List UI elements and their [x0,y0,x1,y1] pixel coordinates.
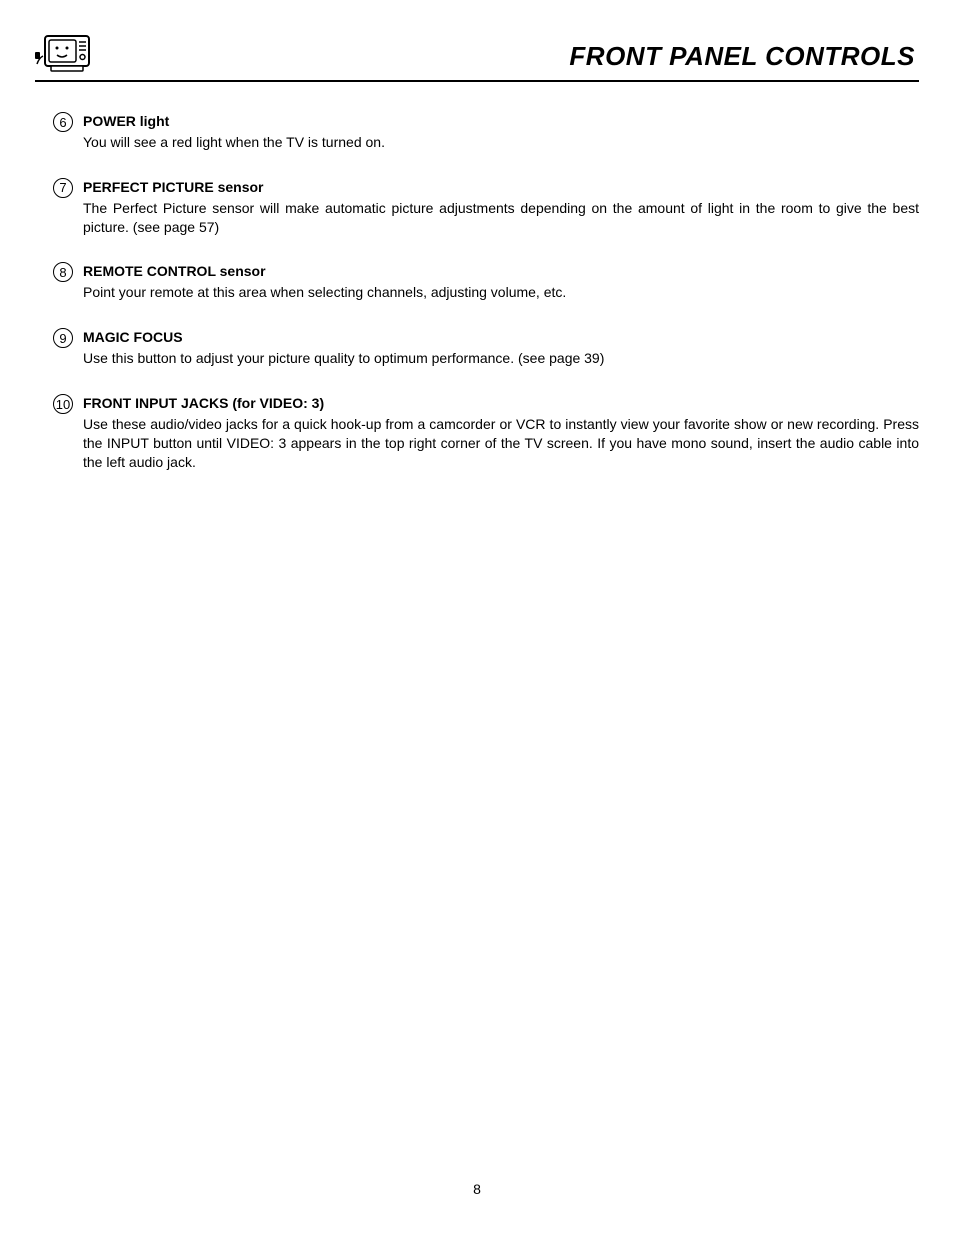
section-heading: POWER light [83,112,919,131]
section-heading: PERFECT PICTURE sensor [83,178,919,197]
page-title: FRONT PANEL CONTROLS [569,41,915,72]
title-underline [35,80,919,82]
section: 9 MAGIC FOCUS Use this button to adjust yo… [35,328,919,368]
section: 8 REMOTE CONTROL sensor Point your remote … [35,262,919,302]
section-body: PERFECT PICTURE sensor The Perfect Pictur… [83,178,919,237]
section-text: The Perfect Picture sensor will make aut… [83,199,919,237]
page-number: 8 [0,1181,954,1197]
section-heading: MAGIC FOCUS [83,328,919,347]
section-body: MAGIC FOCUS Use this button to adjust you… [83,328,919,368]
section-body: POWER light You will see a red light when… [83,112,919,152]
circled-number-icon: 7 [53,178,73,198]
circled-number-icon: 8 [53,262,73,282]
circled-number-icon: 6 [53,112,73,132]
section-body: REMOTE CONTROL sensor Point your remote a… [83,262,919,302]
section-text: Use this button to adjust your picture q… [83,349,919,368]
circled-number-icon: 10 [53,394,73,414]
section-body: FRONT INPUT JACKS (for VIDEO: 3) Use thes… [83,394,919,472]
section-text: Use these audio/video jacks for a quick … [83,415,919,472]
tv-logo-icon [35,30,91,74]
section-heading: REMOTE CONTROL sensor [83,262,919,281]
section-text: You will see a red light when the TV is … [83,133,919,152]
section: 10 FRONT INPUT JACKS (for VIDEO: 3) Use th… [35,394,919,472]
section: 6 POWER light You will see a red light whe… [35,112,919,152]
section-text: Point your remote at this area when sele… [83,283,919,302]
section: 7 PERFECT PICTURE sensor The Perfect Pictu… [35,178,919,237]
circled-number-icon: 9 [53,328,73,348]
section-heading: FRONT INPUT JACKS (for VIDEO: 3) [83,394,919,413]
